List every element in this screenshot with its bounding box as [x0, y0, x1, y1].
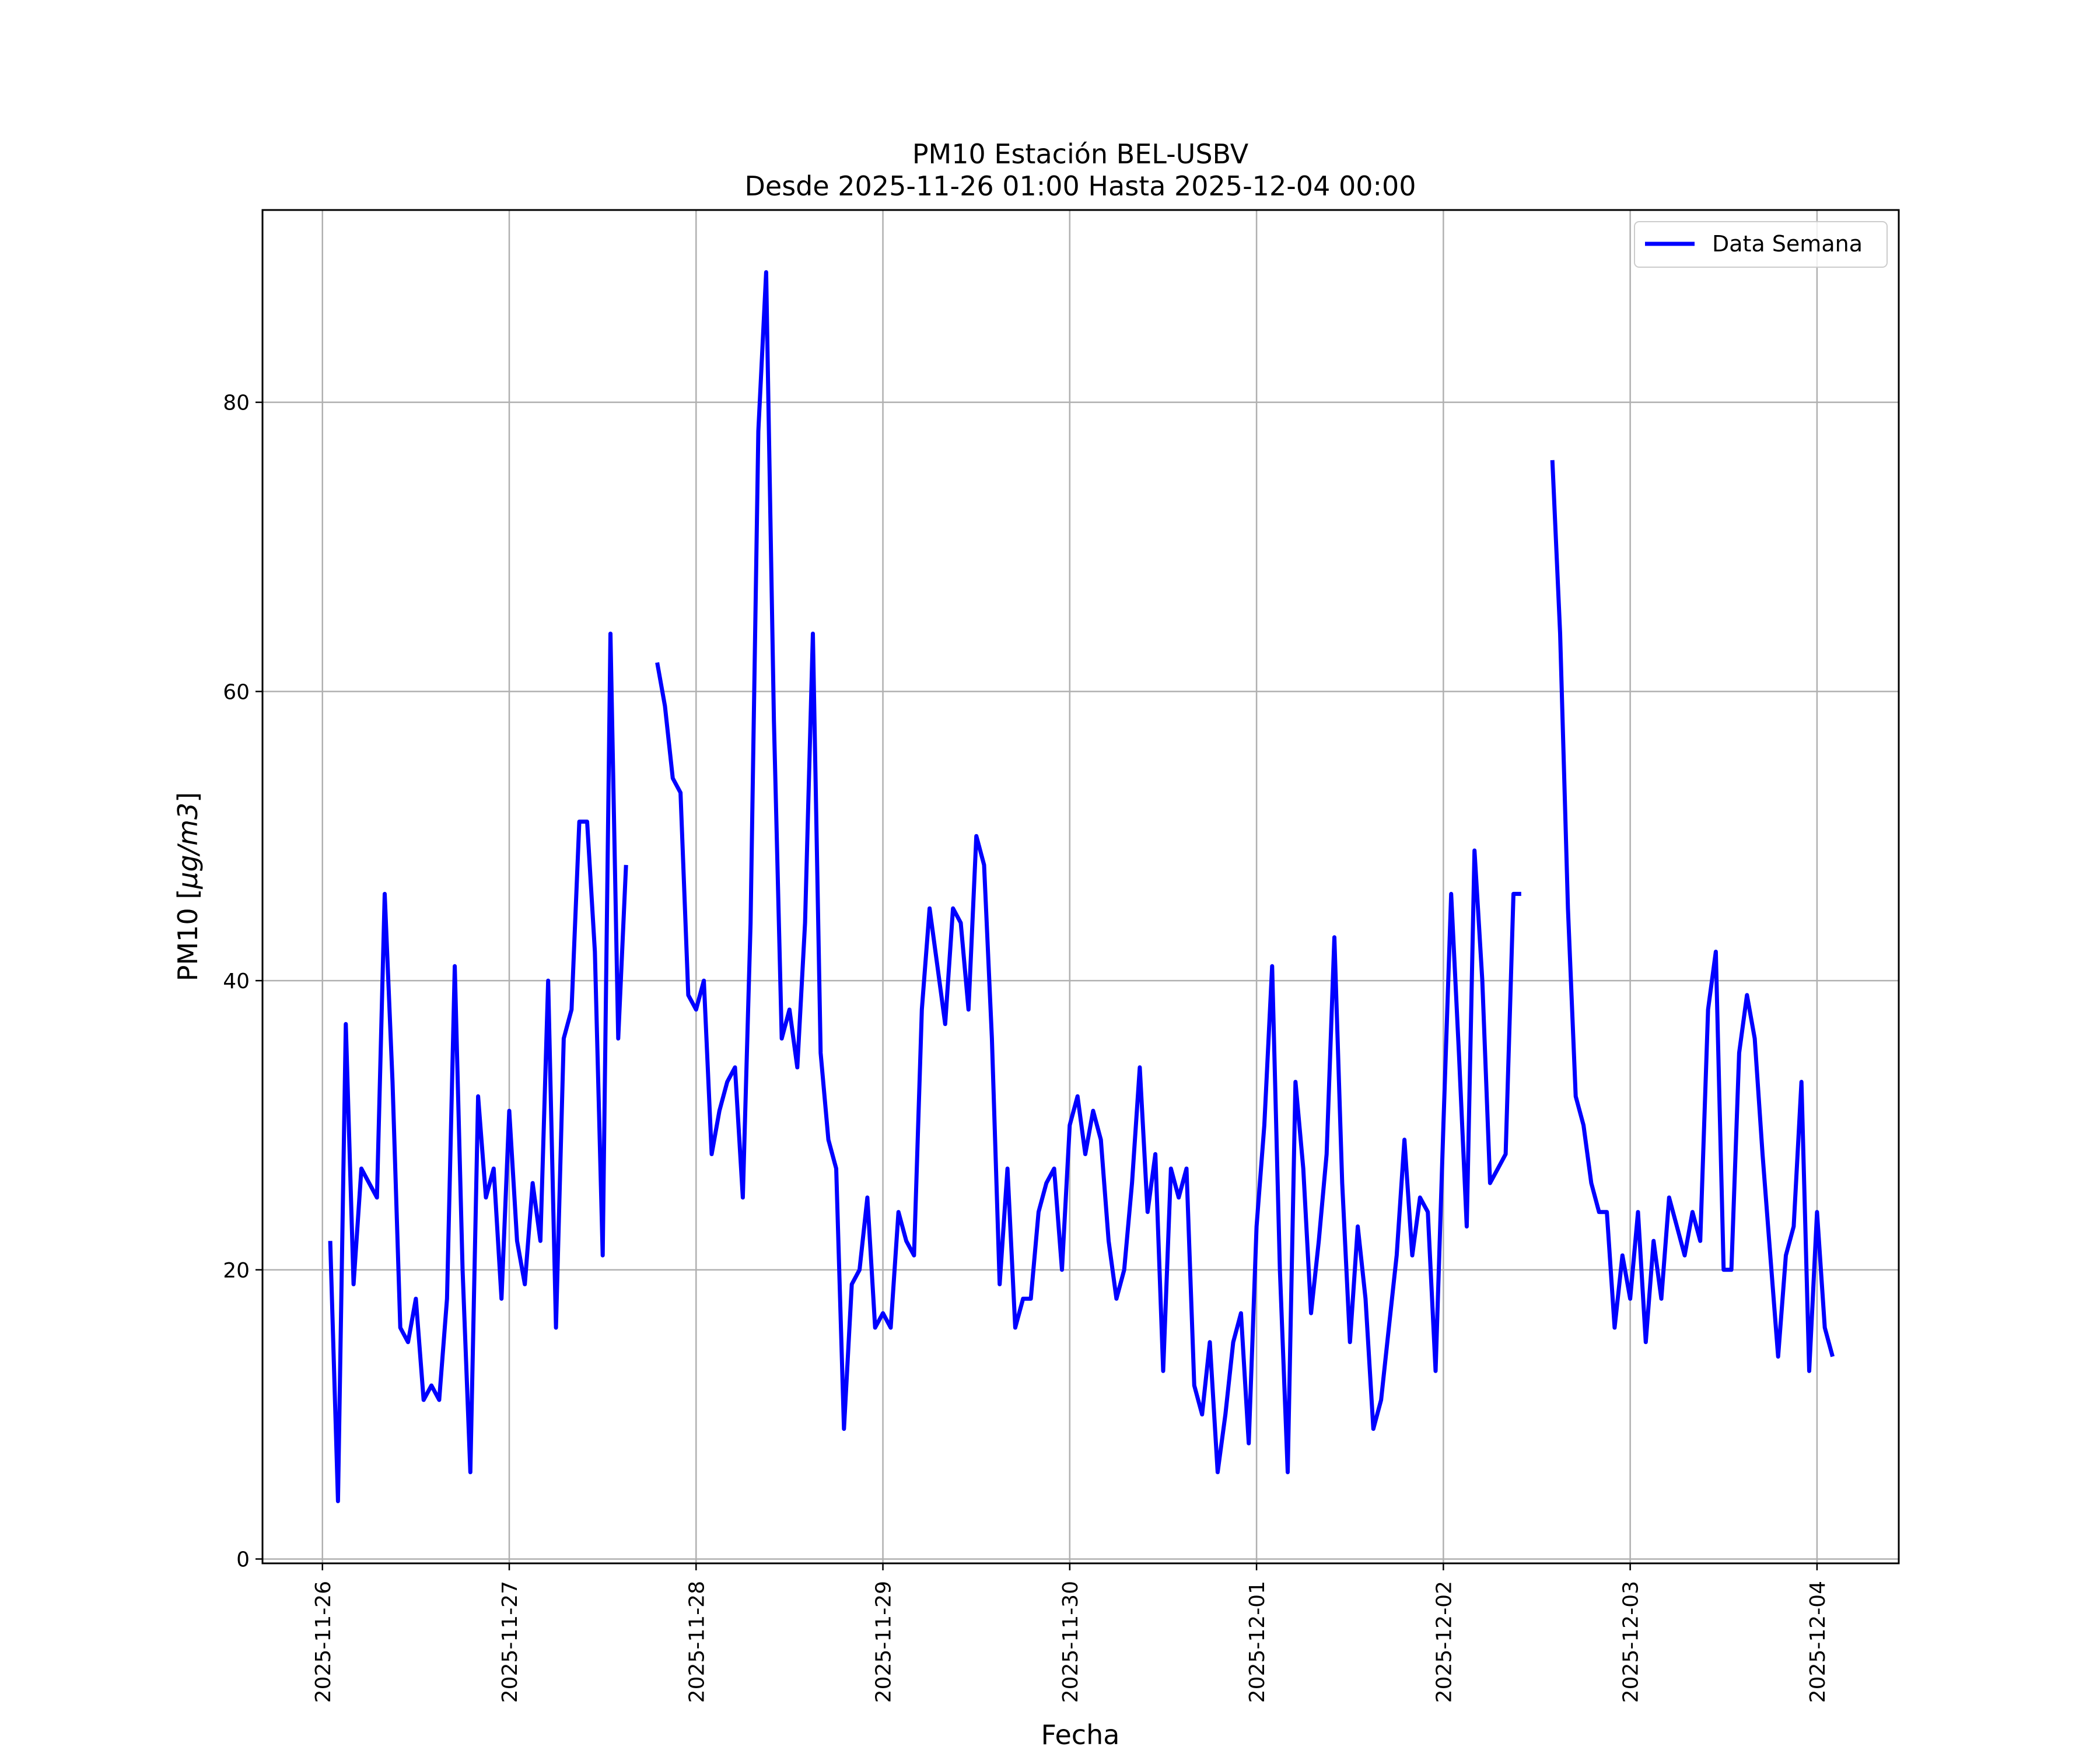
- y-tick-label: 0: [236, 1548, 250, 1572]
- x-axis-label: Fecha: [1041, 1719, 1120, 1750]
- legend-label: Data Semana: [1712, 231, 1863, 257]
- y-tick-label: 20: [223, 1259, 250, 1283]
- x-tick-label: 2025-12-04: [1806, 1581, 1830, 1703]
- chart-subtitle: Desde 2025-11-26 01:00 Hasta 2025-12-04 …: [744, 170, 1416, 202]
- plot-frame: [261, 209, 1900, 1564]
- x-tick-label: 2025-11-27: [498, 1581, 522, 1703]
- x-tick-label: 2025-11-29: [872, 1581, 896, 1703]
- y-tick-label: 40: [223, 970, 250, 993]
- y-tick-label: 80: [223, 391, 250, 415]
- y-axis-label-math: µg/m3: [172, 803, 204, 890]
- x-tick-label: 2025-11-28: [685, 1581, 709, 1703]
- y-tick-label: 60: [223, 680, 250, 704]
- x-tick-label: 2025-11-26: [312, 1581, 335, 1703]
- series-line: [328, 270, 1835, 1503]
- x-tick-label: 2025-12-02: [1432, 1581, 1456, 1703]
- series-layer: [328, 270, 1835, 1503]
- legend-box: [1634, 221, 1888, 268]
- ticks: 2025-11-26 2025-11-27 2025-11-28 2025-11-29…: [223, 391, 1830, 1703]
- x-tick-label: 2025-12-03: [1619, 1581, 1643, 1703]
- y-axis-label: PM10 [µg/m3]: [172, 792, 204, 982]
- legend: Data Semana: [1634, 221, 1888, 268]
- y-axis-label-suffix: ]: [172, 792, 204, 803]
- x-tick-label: 2025-12-01: [1245, 1581, 1269, 1703]
- y-axis-label-prefix: PM10 [: [172, 889, 204, 982]
- chart-title: PM10 Estación BEL-USBV: [912, 138, 1249, 170]
- x-tick-label: 2025-11-30: [1059, 1581, 1083, 1703]
